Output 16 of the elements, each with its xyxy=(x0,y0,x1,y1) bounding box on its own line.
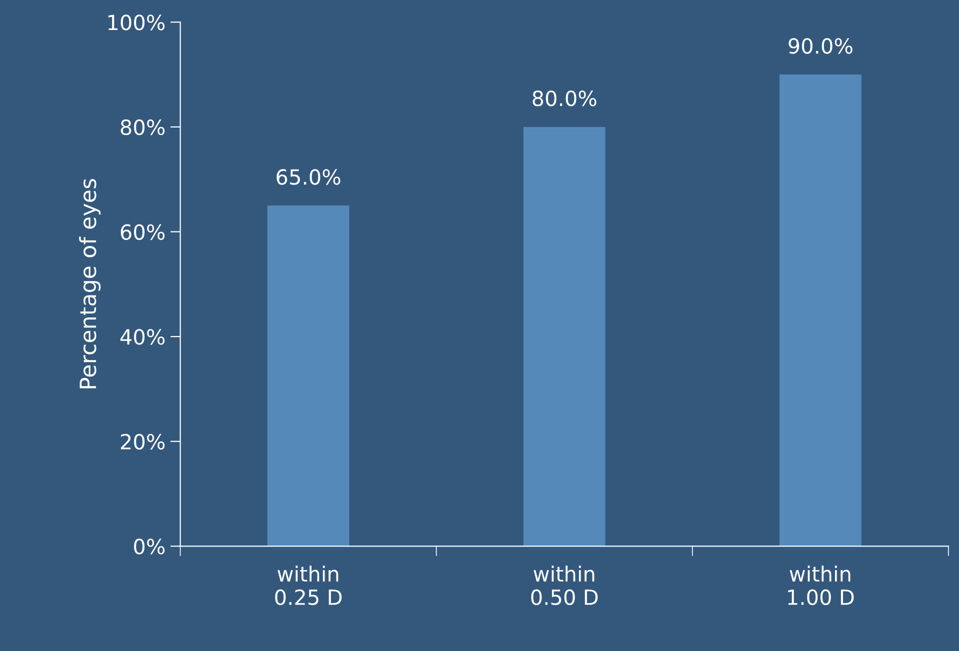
y-tick-label: 20% xyxy=(120,434,165,450)
x-tick-label: within 0.25 D xyxy=(275,566,342,606)
x-tick-label: within 0.50 D xyxy=(531,566,598,606)
x-tick-label: within 1.00 D xyxy=(788,566,854,606)
data-label: 65.0% xyxy=(276,169,340,185)
bar xyxy=(523,126,606,546)
y-tick-label: 80% xyxy=(120,119,165,136)
bar xyxy=(267,206,350,546)
y-axis-title: Percentage of eyes xyxy=(79,178,101,388)
bar xyxy=(779,74,862,546)
y-tick-label: 0% xyxy=(134,538,165,554)
y-tick-label: 100% xyxy=(108,14,165,30)
y-tick-label: 40% xyxy=(120,329,165,345)
data-label: 80.0% xyxy=(532,90,596,106)
y-tick-label: 60% xyxy=(120,224,165,240)
data-label: 90.0% xyxy=(788,38,852,54)
